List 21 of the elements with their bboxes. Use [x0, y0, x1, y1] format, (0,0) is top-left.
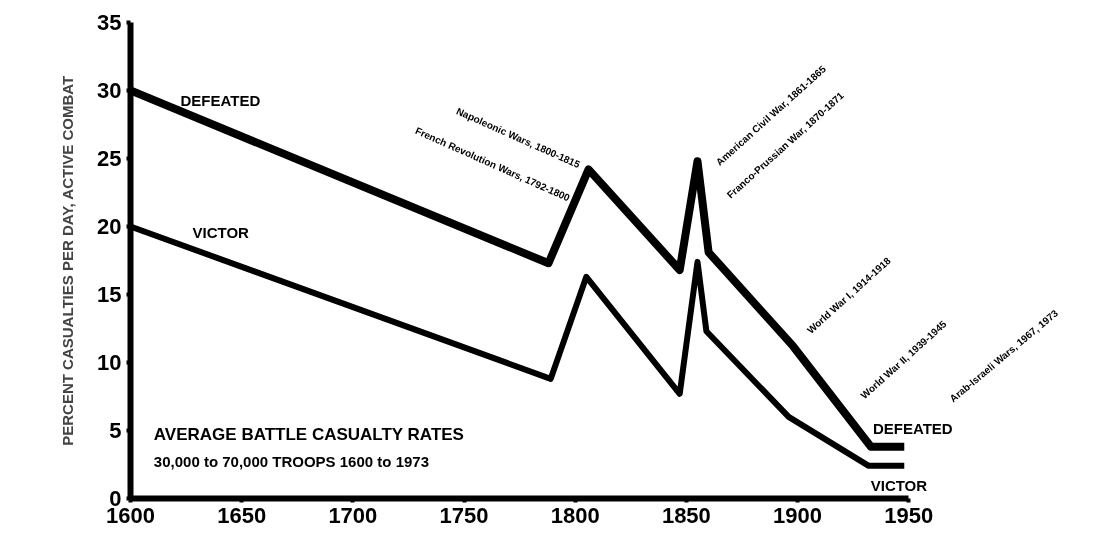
y-tick-label: 35 [97, 10, 122, 35]
text: VICTOR [870, 476, 928, 494]
y-tick-label: 20 [97, 214, 122, 239]
text: DEFEATED [872, 419, 953, 437]
y-axis-title: PERCENT CASUALTIES PER DAY, ACTIVE COMBAT [59, 75, 77, 446]
series-label: VICTOR [192, 223, 250, 241]
x-tick-label: 1800 [550, 502, 600, 528]
x-tick-label: 1850 [661, 502, 711, 528]
x-tick-label: 1750 [439, 502, 489, 528]
text: AVERAGE BATTLE CASUALTY RATES [153, 424, 464, 444]
series-label: DEFEATED [180, 91, 261, 109]
y-tick-label: 10 [97, 350, 122, 375]
text: 30,000 to 70,000 TROOPS 1600 to 1973 [153, 452, 429, 470]
y-tick-label: 15 [97, 282, 122, 307]
y-tick-label: 30 [97, 78, 122, 103]
y-tick-label: 5 [109, 418, 122, 443]
x-tick-label: 1700 [328, 502, 378, 528]
x-tick-label: 1900 [773, 502, 823, 528]
y-tick-label: 25 [97, 146, 122, 171]
x-tick-label: 1950 [884, 502, 934, 528]
x-tick-label: 1650 [217, 502, 267, 528]
